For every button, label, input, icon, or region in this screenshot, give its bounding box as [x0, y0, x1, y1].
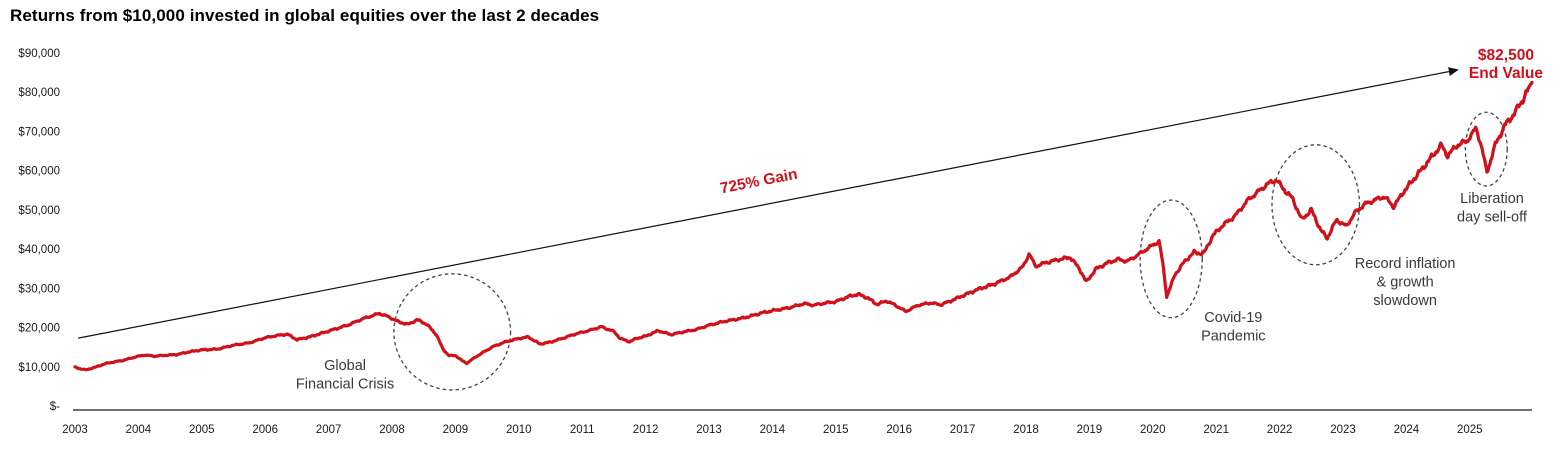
annotation-line: Pandemic [1201, 329, 1265, 345]
y-axis-tick-label: $40,000 [18, 244, 60, 256]
end-value-caption: End Value [1469, 65, 1543, 82]
y-axis-tick-label: $90,000 [18, 48, 60, 60]
x-axis-tick-label: 2007 [316, 424, 342, 436]
x-axis-tick-label: 2019 [1077, 424, 1103, 436]
x-axis-tick-label: 2020 [1140, 424, 1166, 436]
x-axis-tick-label: 2010 [506, 424, 532, 436]
event-ellipse [1139, 199, 1203, 319]
annotation-line: slowdown [1373, 293, 1437, 309]
event-annotation-label: Global Financial Crisis [296, 358, 394, 393]
x-axis-tick-label: 2011 [570, 424, 595, 436]
chart-title: Returns from $10,000 invested in global … [10, 6, 600, 25]
x-axis-tick-label: 2024 [1394, 424, 1420, 436]
x-axis-tick-label: 2023 [1330, 424, 1356, 436]
x-axis-tick-label: 2009 [443, 424, 469, 436]
annotation-line: Global [324, 358, 366, 374]
event-annotation-label: Covid-19 Pandemic [1201, 310, 1265, 345]
event-ellipse [393, 273, 512, 391]
x-axis-tick-label: 2021 [1203, 424, 1229, 436]
x-axis-tick-label: 2005 [189, 424, 215, 436]
y-axis-tick-label: $60,000 [18, 166, 60, 178]
event-annotation-label: Liberation day sell-off [1457, 191, 1528, 226]
annotation-line: day sell-off [1457, 209, 1528, 225]
x-axis-tick-label: 2025 [1457, 424, 1483, 436]
x-axis-tick-label: 2015 [823, 424, 849, 436]
y-axis-tick-label: $70,000 [18, 126, 60, 138]
x-axis-tick-label: 2006 [252, 424, 278, 436]
x-axis-tick-label: 2008 [379, 424, 405, 436]
gain-label: 725% Gain [719, 166, 799, 198]
x-axis-tick-label: 2013 [696, 424, 722, 436]
y-axis-tick-label: $- [50, 401, 60, 413]
x-axis-tick-label: 2003 [62, 424, 88, 436]
y-axis-tick-label: $50,000 [18, 205, 60, 217]
y-axis-tick-label: $20,000 [18, 323, 60, 335]
event-ellipse [1464, 111, 1508, 187]
event-ellipse [1271, 144, 1361, 266]
x-axis-tick-label: 2016 [886, 424, 912, 436]
x-axis-tick-label: 2018 [1013, 424, 1039, 436]
y-axis-tick-label: $10,000 [18, 362, 60, 374]
y-axis-tick-label: $80,000 [18, 87, 60, 99]
annotation-line: Record inflation [1355, 256, 1456, 272]
x-axis-tick-label: 2022 [1267, 424, 1293, 436]
x-axis-tick-label: 2012 [633, 424, 659, 436]
x-axis-tick-label: 2004 [126, 424, 152, 436]
annotation-line: Financial Crisis [296, 377, 394, 393]
y-axis-tick-label: $30,000 [18, 283, 60, 295]
end-value-label: $82,500 End Value [1469, 47, 1543, 82]
gain-trend-arrow [78, 67, 1459, 339]
x-axis-tick-label: 2017 [950, 424, 976, 436]
annotation-line: Covid-19 [1204, 310, 1262, 326]
x-axis-tick-label: 2014 [760, 424, 786, 436]
annotation-line: & growth [1377, 275, 1434, 291]
event-annotation-label: Record inflation & growth slowdown [1355, 256, 1456, 309]
equity-value-line [73, 80, 1534, 372]
annotation-line: Liberation [1460, 191, 1524, 207]
end-value-amount: $82,500 [1478, 47, 1534, 64]
